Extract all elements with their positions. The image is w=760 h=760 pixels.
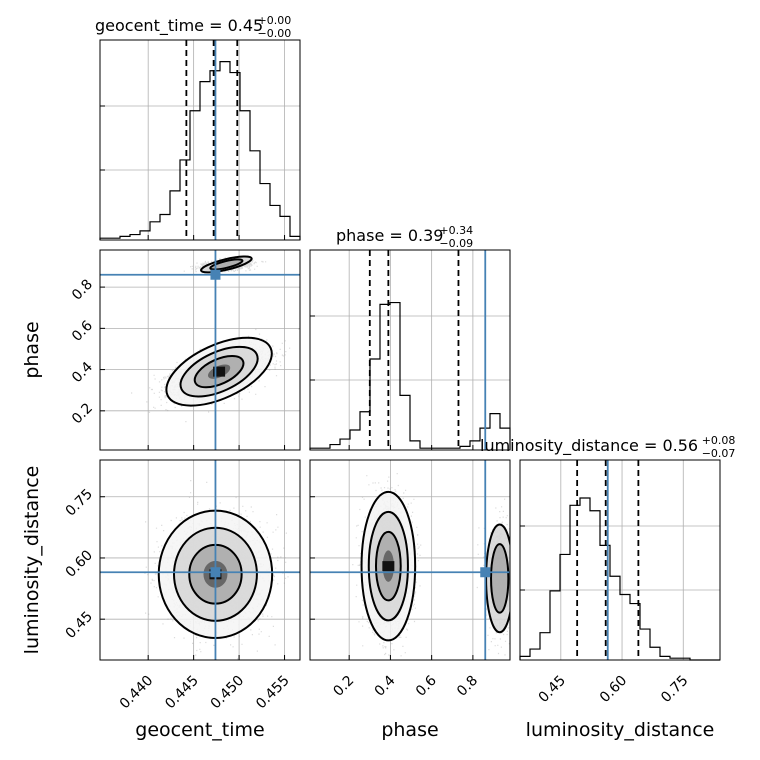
- x-tick-label: 0.445: [162, 673, 202, 713]
- contour-line: [200, 255, 253, 274]
- density-level: [491, 544, 509, 613]
- contour-line: [374, 530, 402, 602]
- contour-line: [209, 258, 244, 271]
- x-tick-label: 0.2: [330, 673, 357, 700]
- y-tick-label: 0.60: [63, 547, 96, 580]
- panel-frame: [99, 249, 301, 451]
- x-tick-label: 0.45: [536, 673, 569, 706]
- hist-panel-geocent_time: geocent_time = 0.45+0.00−0.00: [95, 14, 301, 241]
- contour-line: [193, 354, 245, 389]
- joint-panel-phase-vs-geocent_time: [99, 249, 301, 451]
- panel-frame: [309, 249, 511, 451]
- contour-line: [179, 345, 259, 398]
- panel-frame: [99, 459, 301, 661]
- title-upper: +0.00: [258, 14, 292, 27]
- y-axis-label-luminosity_distance: luminosity_distance: [21, 466, 43, 655]
- y-tick-label: 0.6: [69, 318, 96, 345]
- hist-panel-phase: phase = 0.39+0.34−0.09: [309, 224, 511, 451]
- plot-area: [310, 460, 510, 660]
- hist-panel-luminosity_distance: luminosity_distance = 0.56 +0.08−0.07: [480, 434, 736, 661]
- title-lower: −0.09: [439, 237, 473, 250]
- plot-area: [100, 250, 300, 450]
- histogram-phase: [309, 301, 511, 450]
- y-tick-label: 0.2: [69, 400, 96, 427]
- title-lower: −0.07: [702, 447, 736, 460]
- histogram-luminosity_distance: [519, 497, 720, 661]
- y-axis-label-phase: phase: [21, 321, 43, 378]
- panel-frame: [519, 459, 721, 661]
- x-tick-label: 0.455: [253, 673, 293, 713]
- title-main: geocent_time = 0.45: [95, 16, 263, 36]
- title-upper: +0.34: [439, 224, 473, 237]
- truth-marker: [210, 567, 221, 578]
- x-axis-label-geocent_time: geocent_time: [135, 719, 264, 741]
- histogram-geocent_time: [99, 61, 301, 240]
- joint-panel-luminosity_distance-vs-phase: [309, 459, 511, 661]
- panel-title-phase: phase = 0.39: [336, 226, 443, 245]
- x-tick-label: 0.450: [208, 673, 248, 713]
- x-tick-label: 0.6: [413, 673, 440, 700]
- panel-title-luminosity_distance: luminosity_distance = 0.56: [480, 436, 698, 456]
- title-lower: −0.00: [258, 27, 292, 40]
- x-tick-label: 0.440: [117, 673, 157, 713]
- title-main: luminosity_distance = 0.56: [480, 436, 698, 456]
- panel-frame: [309, 459, 511, 661]
- y-tick-label: 0.4: [69, 359, 96, 386]
- y-tick-label: 0.45: [63, 609, 96, 642]
- x-axis-label-luminosity_distance: luminosity_distance: [526, 719, 715, 741]
- title-main: phase = 0.39: [336, 226, 443, 245]
- density-peak: [382, 561, 395, 572]
- contour-line: [165, 336, 273, 407]
- y-tick-label: 0.8: [69, 277, 96, 304]
- contour-line: [360, 490, 417, 642]
- plot-area: [100, 460, 300, 660]
- contour-line: [490, 543, 510, 614]
- x-axis-label-phase: phase: [381, 719, 438, 741]
- contour-line: [367, 510, 409, 622]
- panel-title-geocent_time: geocent_time = 0.45: [95, 16, 263, 36]
- density-peak: [213, 366, 226, 377]
- x-tick-label: 0.75: [658, 673, 691, 706]
- title-upper: +0.08: [702, 434, 736, 447]
- density-level: [210, 259, 243, 270]
- x-tick-label: 0.4: [372, 673, 399, 700]
- panel-frame: [99, 39, 301, 241]
- joint-panel-luminosity_distance-vs-geocent_time: [99, 459, 301, 661]
- truth-marker: [480, 567, 491, 578]
- x-tick-label: 0.60: [597, 673, 630, 706]
- x-tick-label: 0.8: [454, 673, 481, 700]
- truth-marker: [210, 269, 221, 280]
- y-tick-label: 0.75: [63, 486, 96, 519]
